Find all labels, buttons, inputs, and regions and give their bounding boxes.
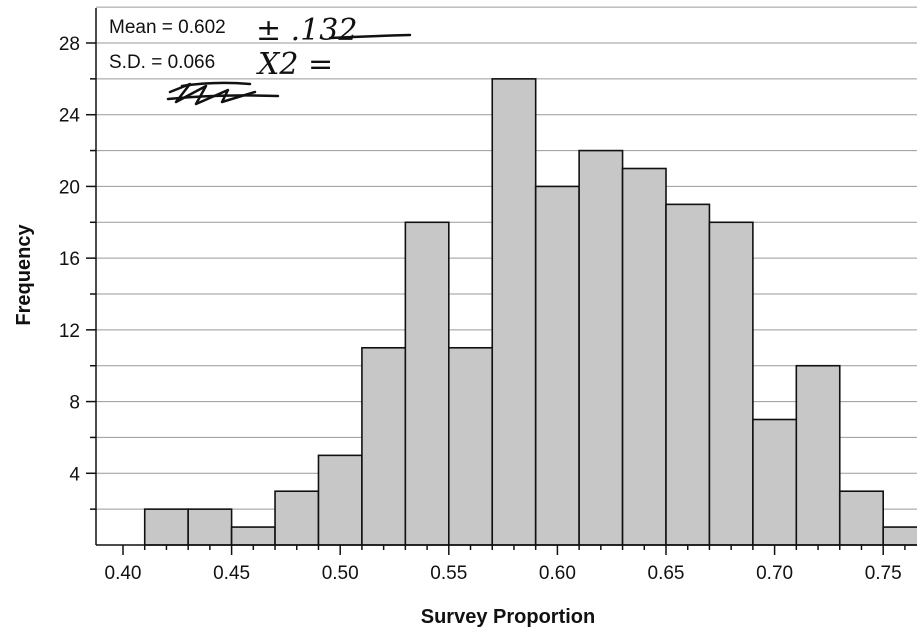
histogram-bar — [665, 203, 711, 546]
histogram-bar — [838, 490, 885, 546]
histogram-bar — [534, 185, 580, 546]
histogram-bar — [882, 526, 917, 546]
handwritten-sd-note: X2 = — [256, 47, 333, 82]
mean-label: Mean = 0.602 — [109, 17, 226, 38]
y-tick-label: 28 — [59, 34, 80, 55]
histogram-bar — [621, 167, 667, 546]
histogram-bar — [491, 78, 537, 546]
x-tick-label: 0.45 — [213, 563, 250, 584]
x-tick-label: 0.75 — [865, 563, 902, 584]
histogram-bar — [752, 418, 798, 546]
y-tick-label: 16 — [59, 249, 80, 270]
x-tick-label: 0.70 — [756, 563, 793, 584]
histogram-bar — [230, 526, 276, 546]
histogram-bar — [361, 346, 407, 546]
scribble-mark — [166, 81, 280, 106]
y-tick-label: 12 — [59, 321, 80, 342]
handwritten-underline — [328, 33, 412, 40]
histogram-bar — [795, 364, 841, 546]
handwritten-mean-note: ± .132 — [256, 13, 357, 48]
y-tick-label: 24 — [59, 106, 81, 127]
histogram-bar — [317, 454, 363, 546]
histogram-bar — [404, 221, 450, 546]
y-axis-title: Frequency — [13, 224, 35, 326]
x-tick-label: 0.65 — [648, 563, 685, 584]
histogram-bar — [274, 490, 320, 546]
y-tick-label: 8 — [69, 393, 80, 414]
histogram-bar — [578, 149, 624, 546]
x-tick-label: 0.50 — [322, 563, 359, 584]
histogram-bar — [143, 508, 189, 546]
y-tick-label: 4 — [69, 464, 80, 485]
histogram-bar — [447, 346, 494, 546]
x-tick-label: 0.60 — [539, 563, 576, 584]
axes: 4 8 12 16 20 24 28 0.40 0.45 0.50 0.55 0.60 0.65 0.70… — [59, 8, 917, 584]
x-tick-label: 0.55 — [430, 563, 467, 584]
bars — [143, 78, 917, 546]
x-axis-title: Survey Proportion — [421, 606, 595, 628]
sd-label: S.D. = 0.066 — [109, 52, 215, 73]
x-tick-label: 0.40 — [105, 563, 142, 584]
histogram-bar — [708, 221, 754, 546]
y-tick-label: 20 — [59, 177, 80, 198]
histogram-bar — [187, 508, 233, 546]
